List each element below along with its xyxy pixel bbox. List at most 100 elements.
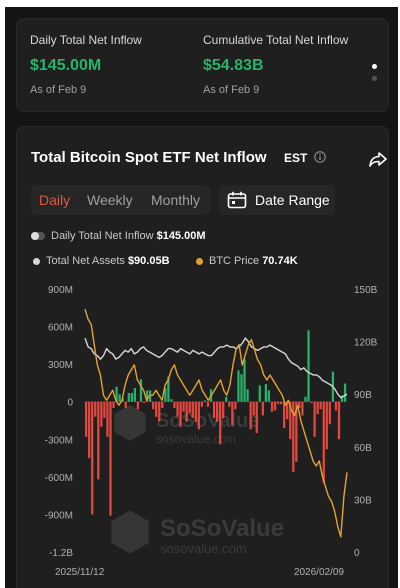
inflow-bar <box>203 400 207 402</box>
left-axis-tick: 300M <box>48 360 73 371</box>
left-axis-tick: 900M <box>48 285 73 296</box>
legend-inflow-value: $145.00M <box>156 230 206 242</box>
pager-indicator[interactable] <box>372 64 378 88</box>
inflow-bar <box>228 401 231 407</box>
date-range-label: Date Range <box>255 192 330 208</box>
x-axis-start-label: 2025/11/12 <box>55 567 105 578</box>
inflow-bar <box>292 401 295 472</box>
chart-header: Total Bitcoin Spot ETF Net Inflow EST <box>31 149 387 171</box>
inflow-bar <box>249 401 252 430</box>
inflow-bar <box>148 390 152 402</box>
inflow-bar <box>310 401 313 403</box>
inflow-bar <box>155 401 158 417</box>
watermark-site: sosovalue.com <box>156 432 236 446</box>
inflow-bar <box>118 394 121 402</box>
date-range-button[interactable]: Date Range <box>219 185 335 215</box>
inflow-bar <box>252 401 255 416</box>
legend-inflow[interactable]: Daily Total Net Inflow $145.00M <box>31 230 206 242</box>
inflow-bar <box>139 379 143 402</box>
tab-monthly[interactable]: Monthly <box>151 192 201 208</box>
pager-dot-inactive[interactable] <box>372 76 377 81</box>
summary-card[interactable]: Daily Total Net Inflow $145.00M As of Fe… <box>16 18 389 112</box>
watermark-brand: SoSoValue <box>156 410 259 432</box>
inflow-bar <box>130 392 133 402</box>
inflow-bar <box>295 401 298 462</box>
inflow-bar <box>103 401 106 418</box>
inflow-bar <box>319 401 322 410</box>
calendar-icon <box>227 191 247 209</box>
chart-card: Total Bitcoin Spot ETF Net Inflow EST Da… <box>16 126 389 588</box>
watermark-brand: SoSoValue <box>160 515 284 542</box>
inflow-bar <box>237 370 240 402</box>
inflow-bar <box>173 401 176 408</box>
daily-inflow-label: Daily Total Net Inflow <box>30 33 142 47</box>
inflow-bar <box>191 401 194 418</box>
inflow-bar <box>182 401 185 412</box>
inflow-bar <box>158 401 161 422</box>
inflow-bar <box>261 401 264 416</box>
share-icon[interactable] <box>368 149 388 169</box>
daily-inflow-metric: Daily Total Net Inflow $145.00M As of Fe… <box>30 33 142 96</box>
right-axis-tick: 90B <box>354 390 372 401</box>
inflow-bar <box>94 401 97 417</box>
cumulative-inflow-metric: Cumulative Total Net Inflow $54.83B As o… <box>203 33 348 96</box>
inflow-bar <box>109 401 112 516</box>
left-axis-tick: -1.2B <box>49 548 73 559</box>
inflow-bar <box>179 401 182 427</box>
tab-weekly[interactable]: Weekly <box>87 192 133 208</box>
legend-btc-label: BTC Price <box>209 255 260 267</box>
cumulative-inflow-date: As of Feb 9 <box>203 84 260 96</box>
inflow-bar <box>222 401 225 418</box>
inflow-bar <box>206 401 210 407</box>
inflow-bar <box>313 401 316 437</box>
watermark-logo-icon <box>111 510 149 554</box>
inflow-bar <box>343 383 347 402</box>
legend-btc-value: 70.74K <box>262 255 298 267</box>
inflow-bar <box>270 401 274 412</box>
inflow-bar <box>88 401 91 459</box>
inflow-bar <box>115 386 118 402</box>
right-axis-tick: 120B <box>354 338 378 349</box>
inflow-bar <box>176 401 179 417</box>
inflow-bar <box>194 401 197 422</box>
inflow-bar <box>124 401 127 408</box>
inflow-bar <box>322 401 325 484</box>
watermark-logo-icon <box>114 405 146 441</box>
left-axis-tick: -300M <box>45 435 73 446</box>
inflow-bar <box>216 401 219 422</box>
inflow-bar <box>225 396 228 402</box>
inflow-bar <box>328 401 331 425</box>
chart-plot[interactable]: SoSoValuesosovalue.comSoSoValuesosovalue… <box>17 127 388 588</box>
inflow-bar <box>267 390 271 402</box>
inflow-bar <box>112 401 115 408</box>
tab-daily[interactable]: Daily <box>39 192 71 208</box>
btc-price-line <box>84 308 348 538</box>
daily-inflow-date: As of Feb 9 <box>30 84 87 96</box>
inflow-bar <box>167 376 170 402</box>
info-icon[interactable] <box>314 151 326 163</box>
inflow-bar <box>316 401 319 415</box>
inflow-bar <box>301 401 304 416</box>
inflow-bar <box>279 401 283 405</box>
inflow-bar <box>325 401 328 450</box>
inflow-bar <box>231 401 234 426</box>
inflow-bar <box>152 401 155 410</box>
inflow-bar <box>170 399 173 402</box>
cumulative-inflow-value: $54.83B <box>203 57 264 74</box>
right-axis-tick: 30B <box>354 495 372 506</box>
inflow-bar <box>289 401 292 440</box>
legend-assets[interactable]: Total Net Assets $90.05B <box>33 255 170 267</box>
inflow-bar <box>127 392 130 402</box>
inflow-bar <box>164 387 167 402</box>
inflow-bar <box>161 401 164 408</box>
inflow-bar <box>219 401 222 445</box>
inflow-bar <box>85 401 88 437</box>
inflow-bar <box>106 401 109 437</box>
pager-dot-active[interactable] <box>372 64 377 69</box>
inflow-bar <box>185 401 188 422</box>
timezone-label: EST <box>284 151 308 165</box>
legend-btc[interactable]: BTC Price 70.74K <box>196 255 298 267</box>
left-axis-tick: -900M <box>45 510 73 521</box>
left-axis-tick: 600M <box>48 323 73 334</box>
inflow-bar <box>334 401 338 411</box>
